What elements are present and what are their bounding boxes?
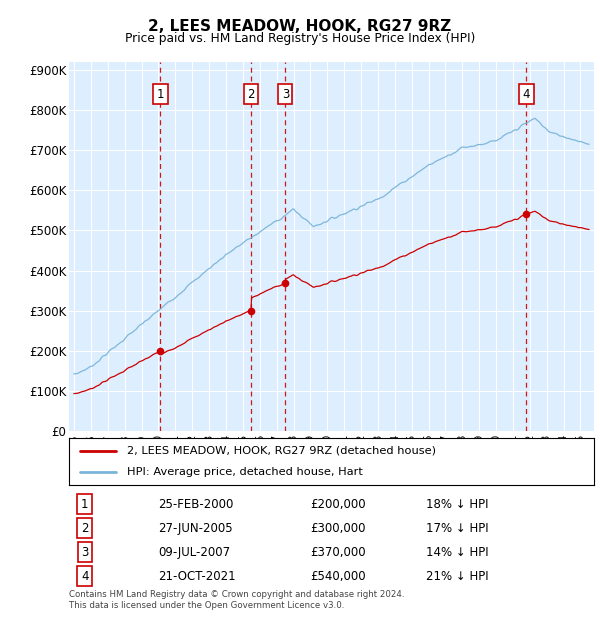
Text: 2, LEES MEADOW, HOOK, RG27 9RZ: 2, LEES MEADOW, HOOK, RG27 9RZ bbox=[148, 19, 452, 33]
Text: 21% ↓ HPI: 21% ↓ HPI bbox=[426, 570, 488, 583]
Text: 2: 2 bbox=[81, 522, 89, 534]
Text: 3: 3 bbox=[282, 87, 289, 100]
Text: 18% ↓ HPI: 18% ↓ HPI bbox=[426, 498, 488, 511]
Text: 27-JUN-2005: 27-JUN-2005 bbox=[158, 522, 233, 534]
Text: £370,000: £370,000 bbox=[311, 546, 366, 559]
Text: 4: 4 bbox=[81, 570, 89, 583]
Text: This data is licensed under the Open Government Licence v3.0.: This data is licensed under the Open Gov… bbox=[69, 601, 344, 611]
Text: 21-OCT-2021: 21-OCT-2021 bbox=[158, 570, 236, 583]
Text: £200,000: £200,000 bbox=[311, 498, 366, 511]
Text: 2: 2 bbox=[247, 87, 255, 100]
Text: 1: 1 bbox=[81, 498, 89, 511]
Text: £300,000: £300,000 bbox=[311, 522, 366, 534]
Text: 14% ↓ HPI: 14% ↓ HPI bbox=[426, 546, 488, 559]
Text: 25-FEB-2000: 25-FEB-2000 bbox=[158, 498, 233, 511]
Text: 4: 4 bbox=[523, 87, 530, 100]
Text: 09-JUL-2007: 09-JUL-2007 bbox=[158, 546, 230, 559]
Text: £540,000: £540,000 bbox=[311, 570, 366, 583]
Text: 3: 3 bbox=[81, 546, 88, 559]
Text: HPI: Average price, detached house, Hart: HPI: Average price, detached house, Hart bbox=[127, 467, 362, 477]
Text: Contains HM Land Registry data © Crown copyright and database right 2024.: Contains HM Land Registry data © Crown c… bbox=[69, 590, 404, 600]
Text: 17% ↓ HPI: 17% ↓ HPI bbox=[426, 522, 488, 534]
Text: 1: 1 bbox=[157, 87, 164, 100]
Text: 2, LEES MEADOW, HOOK, RG27 9RZ (detached house): 2, LEES MEADOW, HOOK, RG27 9RZ (detached… bbox=[127, 446, 436, 456]
Text: Price paid vs. HM Land Registry's House Price Index (HPI): Price paid vs. HM Land Registry's House … bbox=[125, 32, 475, 45]
